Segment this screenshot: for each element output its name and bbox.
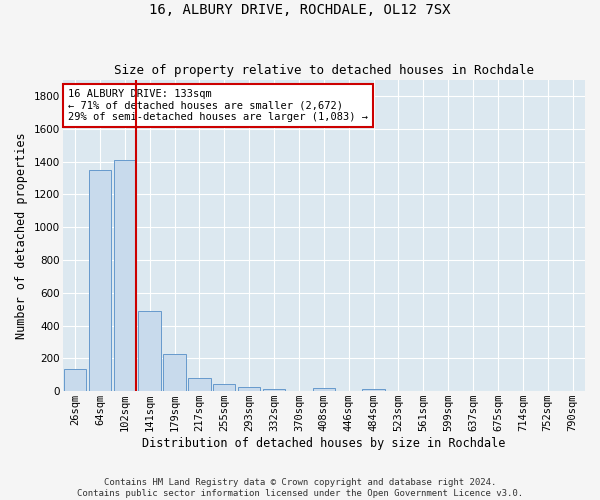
Bar (313, 388, 335, 391)
Bar (113, 160, 136, 391)
Bar (188, 378, 211, 391)
Title: Size of property relative to detached houses in Rochdale: Size of property relative to detached ho… (114, 64, 534, 77)
Bar (89, 170, 111, 391)
Bar (213, 384, 235, 391)
Bar (139, 311, 161, 391)
Y-axis label: Number of detached properties: Number of detached properties (15, 132, 28, 338)
Bar (238, 386, 260, 391)
Text: 16 ALBURY DRIVE: 133sqm
← 71% of detached houses are smaller (2,672)
29% of semi: 16 ALBURY DRIVE: 133sqm ← 71% of detache… (68, 89, 368, 122)
Bar (362, 389, 385, 391)
X-axis label: Distribution of detached houses by size in Rochdale: Distribution of detached houses by size … (142, 437, 505, 450)
Text: Contains HM Land Registry data © Crown copyright and database right 2024.
Contai: Contains HM Land Registry data © Crown c… (77, 478, 523, 498)
Bar (263, 389, 285, 391)
Bar (163, 354, 186, 391)
Text: 16, ALBURY DRIVE, ROCHDALE, OL12 7SX: 16, ALBURY DRIVE, ROCHDALE, OL12 7SX (149, 2, 451, 16)
Bar (64, 369, 86, 391)
